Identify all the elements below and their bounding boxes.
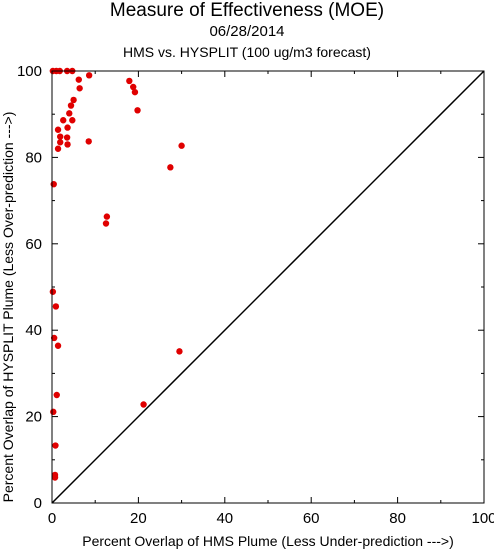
y-tick-label: 0 bbox=[34, 495, 42, 512]
data-point bbox=[76, 85, 83, 92]
x-axis-label: Percent Overlap of HMS Plume (Less Under… bbox=[82, 533, 454, 549]
x-tick-label: 40 bbox=[216, 510, 233, 527]
data-point bbox=[69, 117, 76, 124]
reference-line-y-equals-x bbox=[51, 70, 485, 504]
data-point bbox=[85, 72, 93, 79]
data-point bbox=[85, 138, 92, 145]
y-tick-label: 40 bbox=[25, 322, 42, 339]
y-tick-label: 20 bbox=[25, 409, 42, 426]
data-point bbox=[49, 288, 57, 295]
data-point bbox=[53, 391, 60, 399]
data-point bbox=[70, 96, 77, 104]
x-tick-label: 0 bbox=[48, 510, 56, 527]
data-point bbox=[54, 342, 62, 349]
data-point bbox=[52, 442, 59, 449]
chart-subtitle: HMS vs. HYSPLIT (100 ug/m3 forecast) bbox=[123, 44, 371, 60]
data-point bbox=[57, 133, 64, 140]
data-point bbox=[140, 401, 147, 408]
data-point bbox=[57, 139, 64, 146]
y-tick-label: 60 bbox=[25, 236, 42, 253]
data-point bbox=[60, 117, 67, 124]
data-point bbox=[130, 83, 137, 91]
x-tick-label: 100 bbox=[471, 510, 494, 527]
data-point bbox=[64, 141, 71, 148]
data-points bbox=[49, 67, 185, 481]
data-point bbox=[66, 110, 73, 117]
data-point bbox=[52, 303, 60, 310]
chart-date: 06/28/2014 bbox=[209, 23, 285, 40]
data-point bbox=[50, 334, 58, 342]
data-point bbox=[63, 134, 71, 141]
data-point bbox=[167, 164, 174, 171]
data-point bbox=[102, 220, 110, 227]
data-point bbox=[126, 77, 133, 85]
x-tick-label: 20 bbox=[130, 510, 147, 527]
data-point bbox=[134, 107, 141, 114]
data-point bbox=[54, 126, 62, 133]
data-point bbox=[176, 348, 183, 355]
data-point bbox=[64, 124, 71, 131]
data-point bbox=[54, 145, 62, 152]
plot-frame bbox=[51, 70, 485, 504]
data-point bbox=[131, 88, 139, 96]
data-point bbox=[178, 142, 185, 149]
x-tick-label: 60 bbox=[303, 510, 320, 527]
data-point bbox=[67, 102, 75, 109]
y-axis-label: Percent Overlap of HYSPLIT Plume (Less O… bbox=[0, 112, 16, 503]
y-tick-label: 80 bbox=[25, 149, 42, 166]
y-tick-label: 100 bbox=[17, 63, 42, 80]
chart-title: Measure of Effectiveness (MOE) bbox=[109, 0, 385, 21]
data-point bbox=[75, 76, 82, 83]
data-point bbox=[50, 180, 57, 188]
data-point bbox=[51, 474, 59, 481]
data-point bbox=[50, 408, 57, 416]
tick-labels: 0 20 40 60 80 100 0 20 40 60 80 100 bbox=[17, 63, 494, 527]
data-point bbox=[103, 213, 111, 220]
x-tick-label: 80 bbox=[389, 510, 406, 527]
